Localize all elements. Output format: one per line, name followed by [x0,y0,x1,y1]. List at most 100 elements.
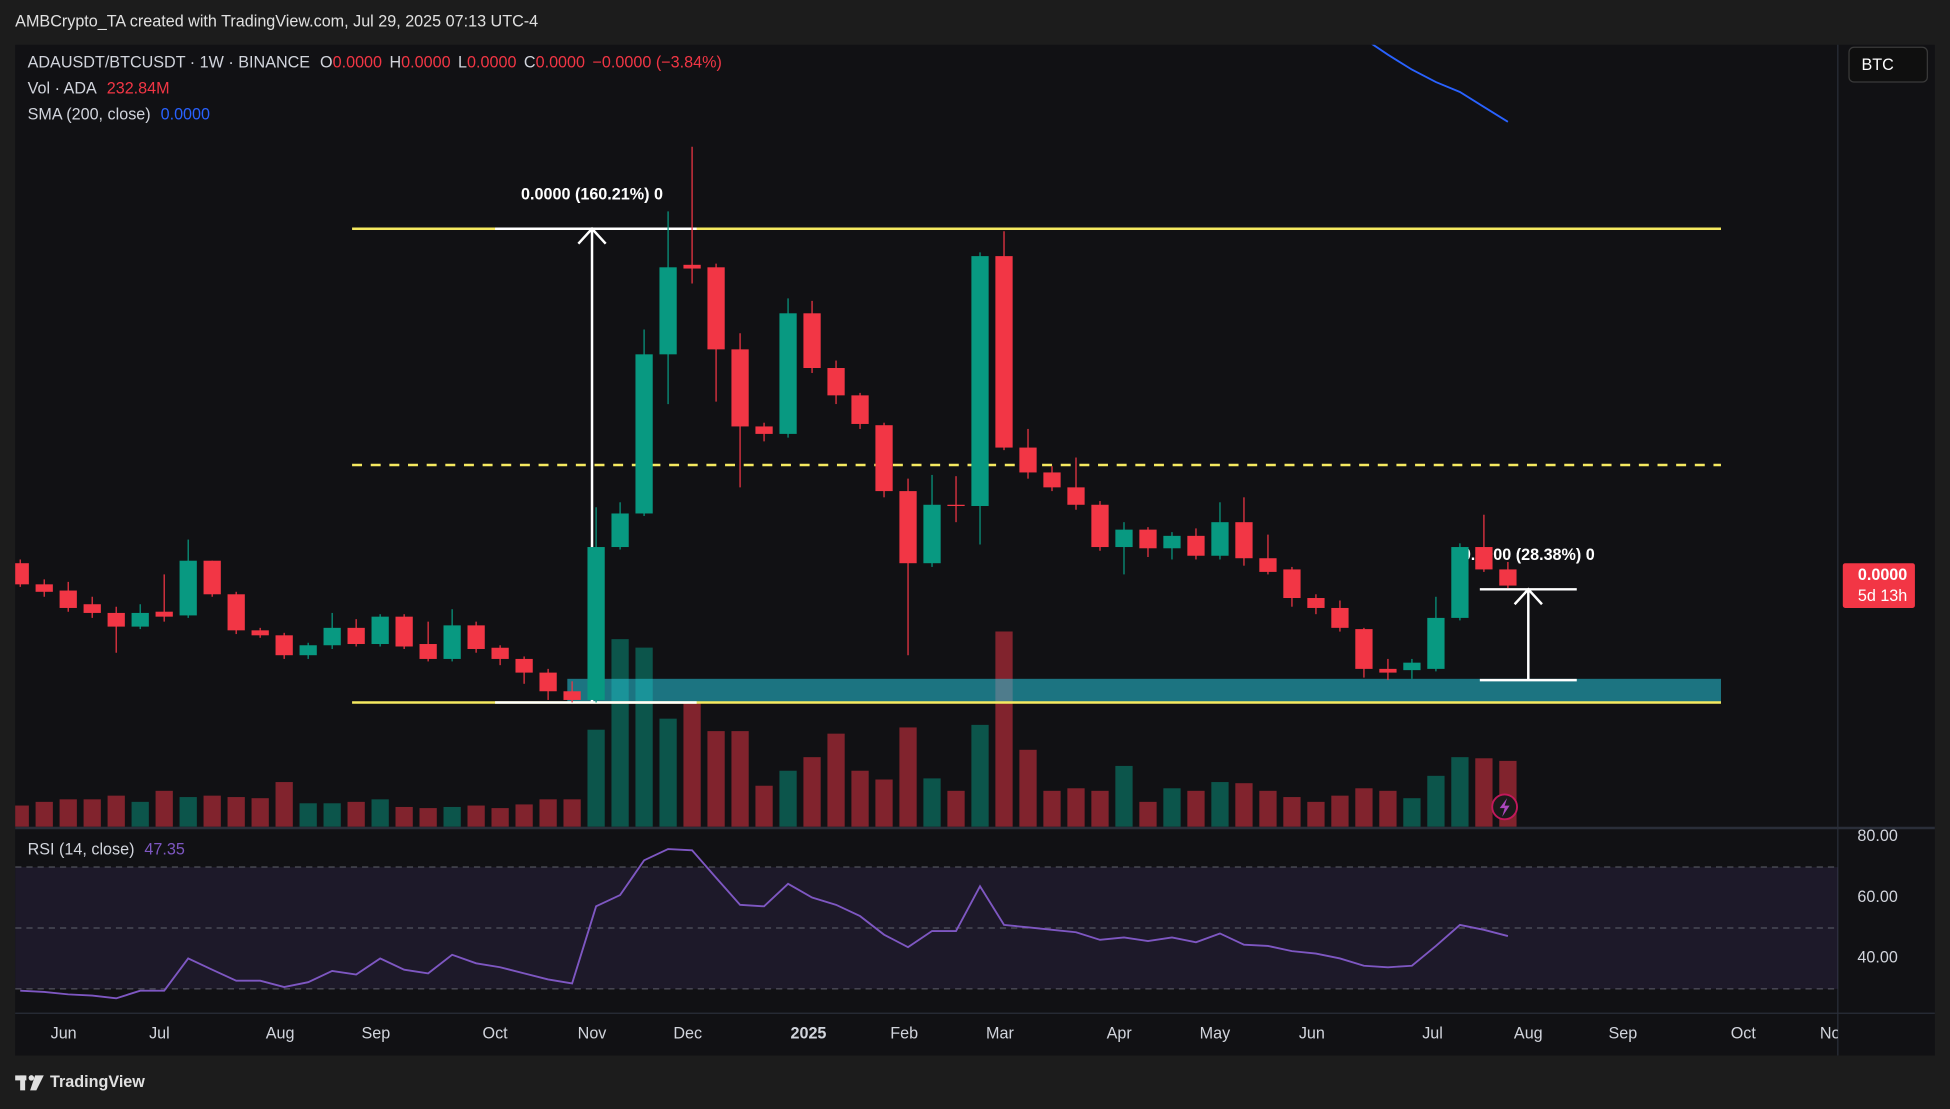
candles-layer [15,146,1517,703]
x-tick-label: Mar [986,1025,1014,1043]
candle-body [1451,547,1469,618]
candle-body [779,313,797,434]
alert-icon[interactable] [1491,793,1518,821]
volume-bar [107,795,125,827]
volume-bar [995,631,1013,827]
candle-body [1403,662,1421,671]
x-tick-label: Oct [1731,1025,1757,1043]
candle-body [1379,668,1397,673]
volume-bar [1163,788,1181,827]
volume-bar [299,803,317,827]
volume-bar [875,779,893,827]
candle-body [539,672,557,692]
volume-bar [803,757,821,827]
volume-bar [1451,757,1469,827]
volume-bar [563,799,581,827]
measure-label: 0.0000 (160.21%) 0 [521,185,663,203]
volume-bar [539,799,557,827]
legend-item: 47.35 [144,841,184,859]
candle-body [395,616,413,647]
volume-bar [83,799,101,827]
candle-body [851,395,869,424]
price-label-box [1842,563,1915,608]
volume-bar [707,731,725,827]
candle-body [1475,547,1493,570]
x-tick-label: Sep [1608,1025,1637,1043]
volume-bar [347,801,365,827]
volume-bar [779,770,797,827]
volume-bar [971,724,989,827]
volume-bar [1091,790,1109,827]
candle-body [107,612,125,627]
legend-item: SMA (200, close) [28,106,151,124]
legend-item: L [458,54,467,72]
candle-body [179,560,197,616]
x-tick-label: Aug [1514,1025,1543,1043]
time-axis: Jun Jul Aug Sep Oct Nov Dec 2025 Feb Mar Apr May Jun… [51,1025,1838,1043]
volume-bar [131,801,149,827]
volume-bar [947,790,965,827]
candle-body [347,627,365,645]
candle-body [83,604,101,613]
candle-body [587,547,605,700]
volume-bar [923,778,941,827]
logo-part [28,1075,35,1081]
candle-body [899,491,917,564]
btc-button-label[interactable]: BTC [1861,56,1894,74]
volume-bar [659,718,677,827]
volume-bar [59,799,77,827]
volume-bar [1115,765,1133,827]
volume-bar [1067,788,1085,827]
volume-bar [203,795,221,827]
volume-bar [251,798,269,827]
volume-bar [731,731,749,827]
volume-bar [467,805,485,827]
candle-body [1187,535,1205,556]
candle-body [1043,472,1061,488]
y-tick-label: 60.00 [1857,888,1897,906]
rsi-layer [15,848,1838,1000]
measure-arrowhead [577,226,607,245]
btc-button[interactable]: BTC [1848,46,1928,83]
x-tick-label: Jun [51,1025,77,1043]
candle-body [635,354,653,514]
volume-bar [515,804,533,827]
volume-bar [323,803,341,827]
sma-line [1371,44,1509,123]
volume-bar [1355,788,1373,827]
alert-icon-bolt[interactable] [1499,798,1510,817]
volume-bar [155,790,173,827]
candle-body [923,504,941,564]
candle-body [875,425,893,492]
measure-arrowhead [1513,587,1543,606]
legend-item: RSI (14, close) [28,841,135,859]
volume-bar [1307,801,1325,827]
candle-body [1019,447,1037,473]
support-zone [567,678,1721,703]
volume-bar [1139,801,1157,827]
price-label: 0.0000 [1858,566,1907,584]
legend-item: 0.0000 [401,54,450,72]
candle-body [155,611,173,617]
candle-body [35,584,53,592]
x-tick-label: May [1200,1025,1231,1043]
candle-body [1283,569,1301,599]
legend-item: ADAUSDT/BTCUSDT · 1W · BINANCE [28,54,311,72]
x-tick-label: Dec [673,1025,702,1043]
candle-body [275,635,293,656]
countdown-label: 5d 13h [1858,587,1907,605]
volume-bar [227,797,245,827]
candle-body [731,349,749,427]
volume-bar [851,770,869,827]
candle-body [371,616,389,645]
x-tick-label: Feb [890,1025,918,1043]
legend-item: C [524,54,536,72]
x-tick-label: Apr [1107,1025,1133,1043]
volume-bar [827,733,845,827]
candle-body [995,256,1013,448]
volume-bar [419,808,437,827]
logo-part [20,1075,26,1091]
btc-button-box[interactable] [1848,46,1928,83]
footer-brand: TradingView [50,1073,145,1091]
x-tick-label: Aug [266,1025,295,1043]
